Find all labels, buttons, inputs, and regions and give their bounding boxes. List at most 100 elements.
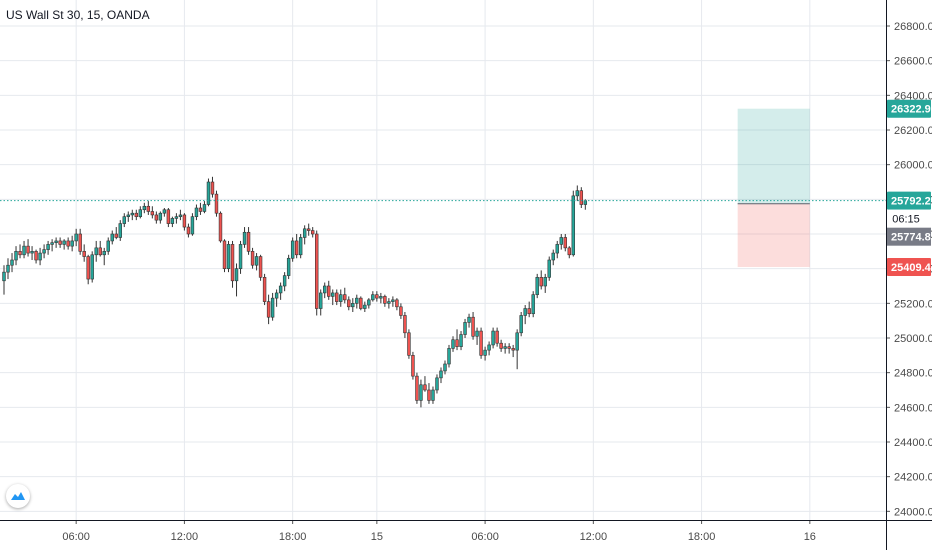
candle-body <box>499 342 503 349</box>
candle-body <box>158 212 163 221</box>
candle-body <box>387 301 391 304</box>
candle-body <box>523 308 527 316</box>
candle-body <box>34 251 38 261</box>
candle-body <box>70 240 74 247</box>
tradingview-logo-icon[interactable] <box>6 484 30 508</box>
position-stop-zone <box>737 203 810 268</box>
candle-body <box>383 296 387 304</box>
candle-body <box>339 294 343 302</box>
candle-body <box>198 207 203 212</box>
candle-body <box>102 251 106 256</box>
candle-body <box>395 299 399 308</box>
candle-body <box>110 233 114 242</box>
candle-body <box>126 214 130 217</box>
candle-body <box>555 244 559 254</box>
candle-body <box>407 332 411 356</box>
candle-body <box>567 247 571 256</box>
y-tick-label: 24800.0 <box>894 368 932 380</box>
logo-glyph <box>11 492 25 500</box>
y-tick-label: 26400.0 <box>894 90 932 102</box>
candle-body <box>451 339 455 349</box>
candle-body <box>443 363 447 372</box>
candle-body <box>351 303 355 308</box>
y-tick-label: 24000.0 <box>894 506 932 518</box>
candle-body <box>194 207 199 217</box>
candle-body <box>459 334 463 347</box>
stop-price-badge: 25409.4 <box>891 262 932 274</box>
target-price-badge: 26322.9 <box>891 104 931 116</box>
candle-body <box>274 292 279 299</box>
candle-body <box>435 377 439 391</box>
candle-body <box>278 285 283 294</box>
candle-body <box>66 240 70 247</box>
candle-body <box>134 212 139 217</box>
candle-body <box>375 294 379 299</box>
candle-body <box>82 251 86 257</box>
y-tick-label: 24400.0 <box>894 437 932 449</box>
x-tick-label: 12:00 <box>580 531 608 543</box>
candle-body <box>315 233 319 309</box>
candle-body <box>266 301 271 318</box>
x-tick-label: 06:00 <box>62 531 90 543</box>
candle-body <box>114 233 118 238</box>
y-tick-label: 24200.0 <box>894 472 932 484</box>
candle-body <box>10 259 14 266</box>
candle-body <box>423 384 427 391</box>
candle-body <box>206 181 211 205</box>
candle-body <box>258 256 263 278</box>
entry-price-badge-bg <box>887 227 931 246</box>
candle-body <box>118 223 122 238</box>
position-target-zone <box>737 108 810 204</box>
candle-body <box>431 389 435 401</box>
x-tick-label: 18:00 <box>688 531 716 543</box>
candle-body <box>30 251 34 254</box>
candles-layer <box>2 176 588 408</box>
candle-body <box>363 304 367 309</box>
candle-body <box>379 296 383 299</box>
candle-body <box>182 214 187 228</box>
candle-body <box>250 251 255 266</box>
candle-body <box>439 370 443 379</box>
candle-body <box>447 348 451 365</box>
candle-body <box>302 228 307 238</box>
candle-body <box>467 316 471 323</box>
candle-body <box>367 299 371 306</box>
chart-title: US Wall St 30, 15, OANDA <box>6 8 150 22</box>
candle-body <box>355 297 359 304</box>
y-tick-label: 26600.0 <box>894 56 932 68</box>
candle-body <box>298 237 303 256</box>
entry-price-badge: 25774.8 <box>891 232 931 244</box>
candle-body <box>403 315 407 334</box>
candle-body <box>142 205 147 211</box>
candle-body <box>62 240 66 245</box>
x-tick-label: 16 <box>804 531 816 543</box>
candle-body <box>306 228 311 231</box>
candle-body <box>419 384 423 401</box>
candle-body <box>475 330 479 337</box>
candle-body <box>286 257 291 276</box>
candle-body <box>519 315 523 334</box>
y-tick-label: 24600.0 <box>894 402 932 414</box>
x-tick-label: 06:00 <box>471 531 499 543</box>
candle-body <box>162 209 167 214</box>
candle-body <box>86 256 90 280</box>
candle-body <box>507 346 511 349</box>
candle-body <box>98 247 102 256</box>
candle-body <box>234 268 239 282</box>
candle-body <box>38 252 42 261</box>
candle-body <box>535 277 539 295</box>
candle-body <box>415 375 419 401</box>
candle-body <box>515 332 519 351</box>
y-tick-label: 26200.0 <box>894 125 932 137</box>
candle-body <box>54 240 58 243</box>
candle-body <box>146 205 151 212</box>
candle-body <box>282 275 287 287</box>
candle-body <box>18 251 22 256</box>
candle-body <box>455 339 459 347</box>
candle-body <box>238 244 243 269</box>
x-tick-label: 12:00 <box>171 531 199 543</box>
y-tick-label: 25200.0 <box>894 298 932 310</box>
